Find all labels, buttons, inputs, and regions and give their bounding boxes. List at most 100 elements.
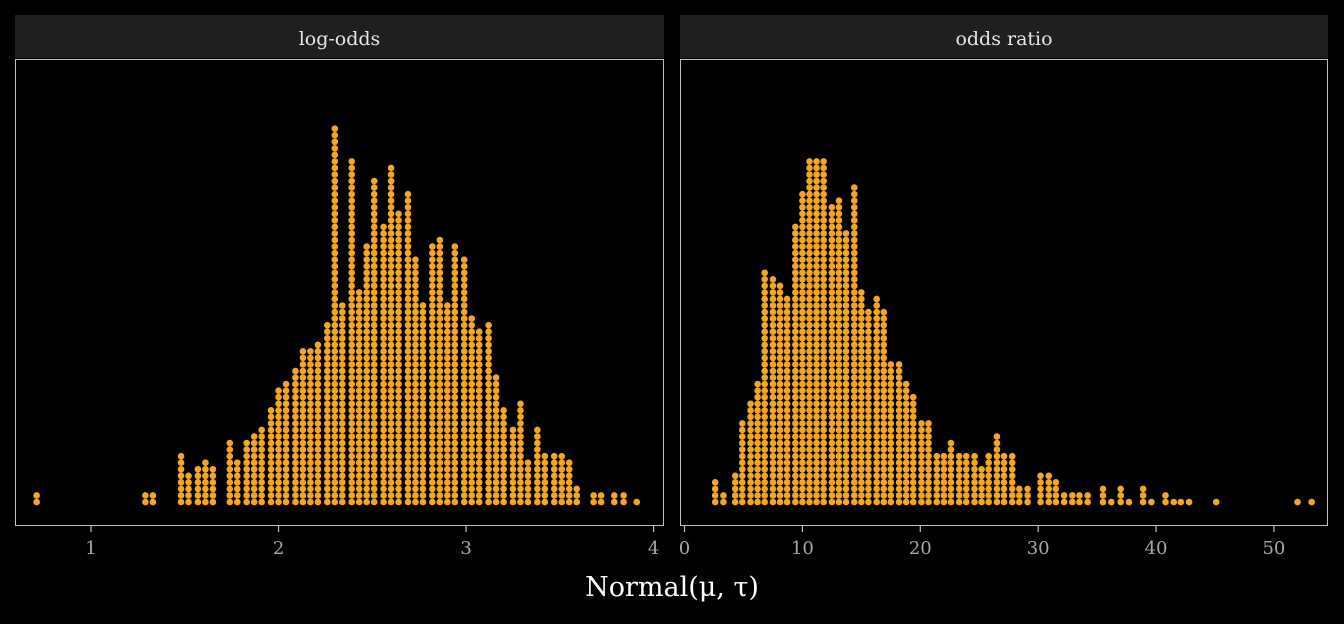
dot-48-4 [550, 472, 558, 480]
dot-20-12 [865, 420, 872, 427]
dot-28-29 [387, 308, 395, 316]
dot-42-4 [500, 472, 507, 480]
dot-33-39 [429, 243, 436, 250]
dot-12-11 [806, 426, 813, 434]
dot-37-36 [460, 262, 468, 270]
dot-21-17 [873, 387, 880, 394]
dot-26-0 [909, 498, 917, 506]
dot-27-28 [380, 315, 387, 322]
dot-52-0 [1125, 498, 1133, 506]
dot-3-2 [177, 485, 185, 493]
dot-23-3 [887, 479, 895, 486]
dot-8-13 [776, 413, 784, 421]
dot-13-42 [813, 223, 820, 231]
dot-12-50 [806, 171, 813, 178]
dot-41-17 [492, 387, 500, 394]
dot-24-17 [895, 387, 903, 394]
dot-34-28 [436, 315, 444, 322]
dot-12-25 [806, 334, 813, 342]
dot-22-11 [339, 426, 346, 434]
dot-13-52 [813, 158, 820, 165]
dot-3-9 [739, 439, 746, 447]
dot-4-4 [747, 472, 754, 480]
dot-37-5 [993, 465, 1001, 473]
dot-21-12 [331, 420, 339, 427]
dot-9-14 [783, 407, 791, 414]
dot-43-11 [509, 426, 517, 434]
dot-31-17 [412, 387, 419, 394]
dot-10-7 [792, 452, 799, 460]
dot-5-1 [754, 492, 761, 499]
dot-24-28 [355, 315, 363, 322]
dot-15-29 [828, 308, 836, 316]
dot-26-9 [909, 439, 917, 447]
dot-30-38 [404, 249, 412, 257]
dot-11-16 [799, 393, 806, 401]
dot-20-9 [324, 439, 331, 447]
dot-19-30 [858, 302, 865, 309]
dot-39-3 [475, 479, 483, 486]
dot-14-14 [820, 407, 827, 414]
dot-20-8 [324, 446, 331, 453]
dot-5-2 [194, 485, 202, 493]
dot-10-23 [792, 348, 799, 355]
dot-23-14 [348, 407, 355, 414]
dot-38-5 [468, 465, 476, 473]
dot-18-12 [307, 420, 314, 427]
dot-27-7 [918, 452, 925, 460]
dot-29-1 [933, 492, 941, 499]
dot-36-13 [451, 413, 459, 421]
dot-15-7 [828, 452, 836, 460]
dot-14-12 [275, 420, 282, 427]
dot-57-0 [1177, 498, 1185, 506]
dot-17-13 [842, 413, 850, 421]
dot-20-20 [865, 367, 872, 375]
dot-36-36 [451, 262, 459, 270]
dot-37-1 [460, 492, 468, 499]
dot-24-7 [355, 452, 363, 460]
dot-20-10 [324, 433, 331, 440]
dot-14-35 [820, 269, 827, 277]
dot-16-2 [292, 485, 299, 493]
dot-8-21 [776, 361, 784, 368]
dot-23-27 [348, 321, 355, 329]
dot-41-13 [492, 413, 500, 421]
dot-19-25 [858, 334, 865, 342]
dot-23-29 [348, 308, 355, 316]
dot-20-2 [324, 485, 331, 493]
dot-29-20 [395, 367, 402, 375]
dot-31-24 [412, 341, 419, 349]
dot-11-5 [799, 465, 806, 473]
dot-10-4 [243, 472, 250, 480]
dot-21-47 [331, 190, 339, 198]
dot-16-18 [292, 380, 299, 388]
dot-28-9 [387, 439, 395, 447]
dot-19-1 [314, 492, 322, 499]
dot-25-9 [363, 439, 370, 447]
dot-13-7 [267, 452, 275, 460]
dot-15-45 [828, 203, 836, 211]
dot-7-28 [769, 315, 777, 322]
dot-24-11 [355, 426, 363, 434]
dot-2-3 [731, 479, 739, 486]
dot-15-41 [828, 230, 836, 237]
dot-30-13 [404, 413, 412, 421]
dot-10-13 [792, 413, 799, 421]
dot-30-15 [404, 400, 412, 408]
dot-40-13 [485, 413, 492, 421]
dot-19-11 [314, 426, 322, 434]
dot-35-21 [444, 361, 451, 368]
dot-29-42 [395, 223, 402, 231]
dot-20-17 [324, 387, 331, 394]
dot-50-6 [565, 459, 573, 467]
dot-17-6 [842, 459, 850, 467]
dot-47-0 [1076, 498, 1083, 506]
dot-18-22 [307, 354, 314, 362]
dot-7-5 [769, 465, 777, 473]
dot-10-34 [792, 276, 799, 283]
dot-40-16 [485, 393, 492, 401]
dot-9-5 [233, 465, 241, 473]
dot-35-28 [444, 315, 451, 322]
dot-26-5 [370, 465, 378, 473]
dot-13-16 [813, 393, 820, 401]
